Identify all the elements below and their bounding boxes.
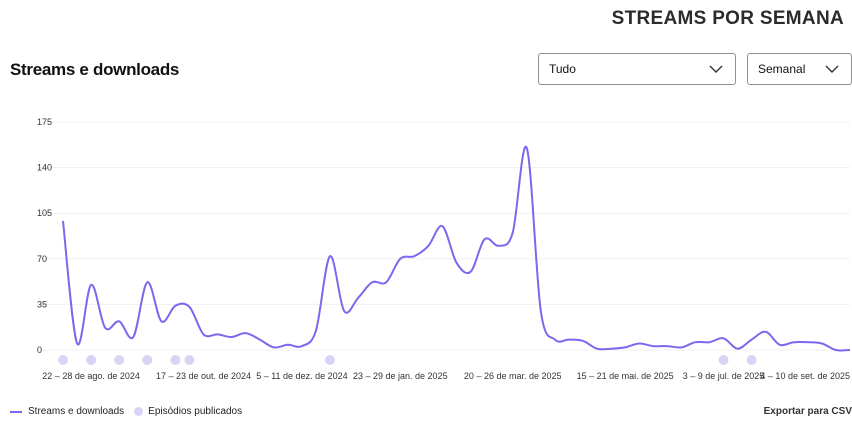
episode-marker[interactable] (58, 355, 68, 365)
range-select-value: Tudo (549, 62, 576, 76)
x-tick-label: 4 – 10 de set. de 2025 (760, 371, 850, 381)
x-tick-label: 20 – 26 de mar. de 2025 (464, 371, 562, 381)
y-tick-label: 105 (37, 208, 52, 218)
episode-marker[interactable] (114, 355, 125, 365)
y-tick-label: 35 (37, 299, 47, 309)
y-tick-label: 140 (37, 163, 52, 173)
chart-grid (40, 121, 850, 351)
y-tick-label: 70 (37, 254, 47, 264)
chevron-down-icon (825, 65, 839, 73)
x-tick-label: 3 – 9 de jul. de 2025 (683, 371, 765, 381)
x-tick-label: 15 – 21 de mai. de 2025 (577, 371, 674, 381)
episode-marker[interactable] (718, 355, 729, 365)
y-axis: 0 35 70 105 140 175 (37, 117, 52, 355)
chart-legend: Streams e downloads Episódios publicados (10, 406, 242, 417)
legend-episodes-label: Episódios publicados (148, 406, 243, 417)
range-select[interactable]: Tudo (538, 53, 736, 85)
legend-line-swatch (10, 410, 22, 413)
y-tick-label: 0 (37, 345, 42, 355)
episode-marker[interactable] (746, 355, 757, 365)
x-tick-label: 5 – 11 de dez. de 2024 (256, 371, 347, 381)
x-tick-label: 22 – 28 de ago. de 2024 (42, 371, 140, 381)
section-title: Streams e downloads (10, 60, 180, 79)
episode-markers (58, 355, 757, 365)
streams-chart: 0 35 70 105 140 175 22 – 28 de ago. de 2024 17… (37, 117, 851, 381)
period-select-value: Semanal (758, 62, 806, 76)
episode-marker[interactable] (170, 355, 181, 365)
x-axis: 22 – 28 de ago. de 2024 17 – 23 de out. d… (42, 371, 850, 381)
episode-marker[interactable] (325, 355, 336, 365)
page-title: STREAMS POR SEMANA (611, 8, 844, 29)
chevron-down-icon (709, 65, 723, 73)
y-tick-label: 175 (37, 117, 52, 127)
episode-marker[interactable] (86, 355, 97, 365)
legend-dot-swatch (134, 407, 144, 416)
x-tick-label: 23 – 29 de jan. de 2025 (353, 371, 448, 381)
export-csv-link[interactable]: Exportar para CSV (763, 406, 852, 417)
episode-marker[interactable] (142, 355, 153, 365)
episode-marker[interactable] (184, 355, 195, 365)
legend-streams-label: Streams e downloads (28, 406, 125, 417)
x-tick-label: 17 – 23 de out. de 2024 (156, 371, 251, 381)
series-line-streams (62, 145, 851, 352)
period-select[interactable]: Semanal (747, 53, 852, 85)
